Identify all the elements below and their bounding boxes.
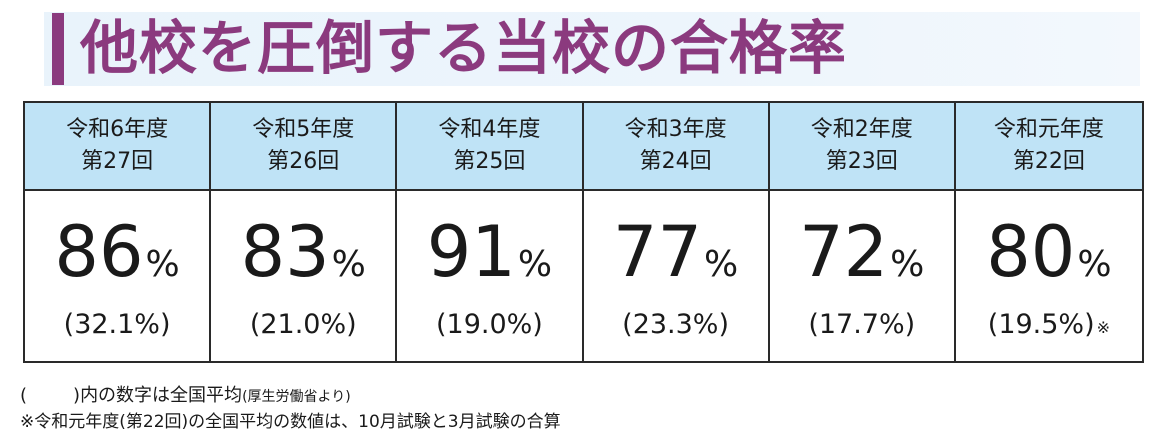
year-label: 令和4年度 [438,117,541,142]
percent-sign: % [704,244,739,285]
column-header: 令和2年度 第23回 [769,103,956,191]
rate-value: 72 [799,211,889,293]
footnote-source: (厚生労働省より) [242,389,351,405]
school-pass-rate: 72% [770,217,954,287]
paren-close: ) [73,385,81,406]
title-accent-bar [52,13,64,85]
column-header: 令和5年度 第26回 [211,103,398,191]
footnote-national-average: ()内の数字は全国平均(厚生労働省より) [20,381,351,407]
school-pass-rate: 77% [584,217,768,287]
rate-cell: 83% (21.0%) [211,191,398,361]
column-header: 令和4年度 第25回 [397,103,584,191]
column-header: 令和元年度 第22回 [955,103,1142,191]
percent-sign: % [517,244,553,285]
pass-rate-table: 令和6年度 第27回 令和5年度 第26回 令和4年度 第25回 令和3年度 第… [23,101,1144,363]
percent-sign: % [1077,244,1112,285]
exam-label: 第24回 [639,149,712,174]
paren-open: ( [20,385,28,406]
exam-label: 第26回 [267,149,340,174]
national-average-value: (19.5%) [987,309,1095,340]
column-header: 令和3年度 第24回 [583,103,770,191]
year-label: 令和3年度 [624,117,727,142]
national-average: (19.5%) ※ [956,309,1142,340]
rate-cell: 86% (32.1%) [25,191,212,361]
percent-sign: % [145,244,180,285]
rate-cell: 77% (23.3%) [583,191,770,361]
exam-label: 第23回 [825,149,898,174]
rate-value: 83 [240,211,330,293]
rate-value: 77 [612,211,702,293]
rate-cell: 91% (19.0%) [397,191,584,361]
exam-label: 第27回 [81,149,154,174]
national-average: (17.7%) [808,309,916,340]
year-label: 令和5年度 [252,117,355,142]
school-pass-rate: 80% [956,217,1142,287]
school-pass-rate: 83% [211,217,395,287]
rate-cell: 72% (17.7%) [769,191,956,361]
footnote-reiwa-gannen: ※令和元年度(第22回)の全国平均の数値は、10月試験と3月試験の合算 [20,412,561,432]
rate-cell: 80% (19.5%) ※ [955,191,1142,361]
title-banner [44,12,1140,86]
rate-value: 86 [54,211,144,293]
national-average: (19.0%) [435,309,543,340]
year-label: 令和元年度 [993,117,1104,142]
national-average: (23.3%) [622,309,729,340]
school-pass-rate: 86% [25,217,209,287]
exam-label: 第25回 [453,149,526,174]
rate-value: 80 [986,211,1076,293]
year-label: 令和6年度 [66,117,169,142]
note-mark: ※ [1096,318,1111,337]
exam-label: 第22回 [1012,149,1085,174]
national-average: (32.1%) [63,309,171,340]
percent-sign: % [890,244,925,285]
national-average: (21.0%) [249,309,357,340]
school-pass-rate: 91% [397,217,581,287]
rate-value: 91 [426,211,516,293]
footnote-main: 内の数字は全国平均 [80,385,243,406]
page-title: 他校を圧倒する当校の合格率 [80,14,848,82]
percent-sign: % [331,244,366,285]
year-label: 令和2年度 [810,117,913,142]
column-header: 令和6年度 第27回 [25,103,212,191]
